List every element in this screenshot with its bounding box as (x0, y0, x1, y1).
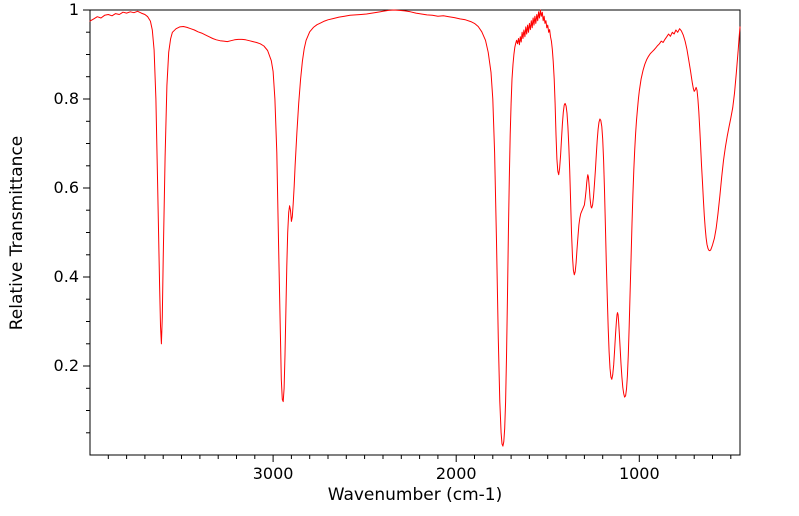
tick-labels: 3000 2000 1000 0.2 0.4 0.6 0.8 1 (54, 0, 660, 483)
y-tick-label: 1 (69, 0, 79, 19)
x-tick-label: 3000 (253, 464, 294, 483)
y-tick-label: 0.6 (54, 178, 79, 197)
y-tick-label: 0.8 (54, 89, 79, 108)
spectrum-line (89, 9, 741, 447)
y-axis-title: Relative Transmittance (7, 136, 27, 331)
plot-frame (89, 9, 741, 456)
major-ticks (83, 9, 640, 462)
x-tick-label: 2000 (436, 464, 477, 483)
y-tick-label: 0.4 (54, 267, 79, 286)
minor-ticks (86, 31, 732, 459)
y-tick-label: 0.2 (54, 356, 79, 375)
x-axis-title: Wavenumber (cm-1) (328, 485, 503, 505)
x-tick-label: 1000 (619, 464, 660, 483)
